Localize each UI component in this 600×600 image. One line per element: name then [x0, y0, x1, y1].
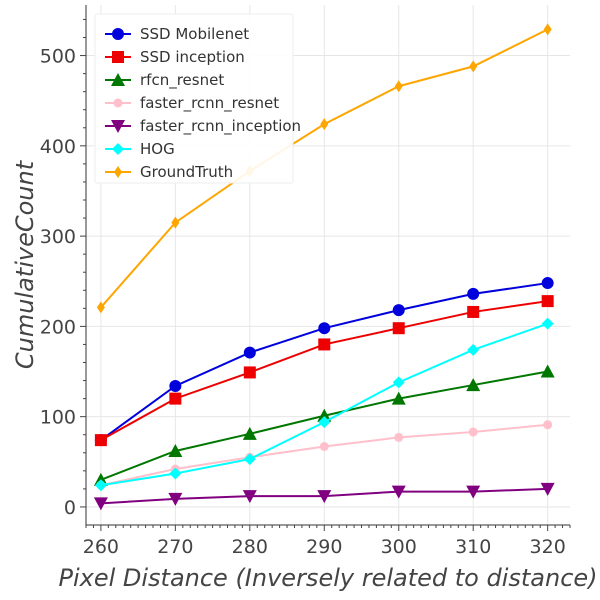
y-tick-label: 400 — [40, 136, 76, 158]
data-point — [391, 391, 406, 405]
data-point — [242, 490, 257, 504]
series-hog — [94, 317, 554, 492]
data-point — [466, 485, 481, 499]
y-tick-label: 100 — [40, 407, 76, 429]
data-point — [391, 485, 406, 499]
data-point — [96, 301, 105, 314]
legend-marker — [112, 28, 124, 40]
legend-label: faster_rcnn_resnet — [140, 94, 279, 113]
data-point — [467, 287, 480, 300]
data-point — [467, 305, 480, 318]
legend-label: faster_rcnn_inception — [140, 117, 301, 136]
legend-marker — [114, 166, 122, 178]
x-ticks: 260 270 280 290 300 310 320 — [83, 525, 571, 558]
x-tick-label: 280 — [232, 536, 268, 558]
legend: SSD Mobilenet SSD inception rfcn_resnetfas… — [94, 13, 301, 184]
data-point — [394, 80, 403, 93]
y-tick-label: 200 — [40, 316, 76, 338]
x-tick-label: 320 — [530, 536, 566, 558]
x-tick-label: 260 — [83, 536, 119, 558]
data-point — [543, 420, 553, 430]
series-rfcn-resnet — [93, 364, 555, 486]
data-point — [394, 432, 404, 442]
y-tick-label: 300 — [40, 226, 76, 248]
data-point — [541, 295, 554, 308]
data-point — [541, 317, 554, 330]
data-point — [94, 434, 107, 447]
data-point — [466, 378, 481, 392]
x-tick-label: 290 — [306, 536, 342, 558]
data-point — [541, 277, 554, 290]
series-ssd-inception — [94, 295, 554, 447]
data-point — [169, 467, 182, 480]
x-tick-label: 300 — [381, 536, 417, 558]
x-tick-label: 310 — [455, 536, 491, 558]
data-point — [540, 364, 555, 378]
data-point — [242, 426, 257, 440]
series-faster-rcnn-inception — [93, 482, 555, 511]
legend-item: SSD inception — [105, 48, 245, 66]
legend-item: faster_rcnn_inception — [105, 117, 301, 136]
data-point — [94, 479, 107, 492]
data-point — [540, 482, 555, 496]
legend-label: GroundTruth — [140, 163, 233, 181]
y-axis-label: CumulativeCount — [11, 159, 39, 369]
series-groundtruth — [96, 23, 552, 314]
data-point — [320, 118, 329, 131]
data-point — [171, 216, 180, 229]
data-point — [392, 376, 405, 389]
data-point — [318, 416, 331, 429]
legend-label: SSD inception — [140, 48, 245, 66]
data-point — [317, 408, 332, 422]
legend-item: SSD Mobilenet — [105, 25, 249, 43]
legend-item: faster_rcnn_resnet — [105, 94, 279, 113]
legend-item: HOG — [105, 140, 175, 158]
data-point — [318, 338, 331, 351]
data-point — [318, 322, 331, 335]
legend-marker — [111, 73, 125, 86]
data-point — [243, 346, 256, 359]
legend-label: rfcn_resnet — [140, 71, 224, 90]
legend-marker — [113, 98, 123, 108]
data-point — [93, 497, 108, 511]
legend-box — [94, 13, 294, 184]
data-point — [469, 60, 478, 73]
x-tick-label: 270 — [157, 536, 193, 558]
data-point — [168, 492, 183, 506]
series-layer — [93, 23, 555, 511]
data-point — [543, 23, 552, 36]
data-point — [169, 392, 182, 405]
data-point — [243, 453, 256, 466]
data-point — [392, 304, 405, 317]
legend-marker — [112, 143, 124, 155]
legend-marker — [111, 120, 125, 133]
data-point — [468, 427, 478, 437]
legend-item: rfcn_resnet — [105, 71, 224, 90]
legend-item: GroundTruth — [105, 163, 233, 181]
data-point — [317, 490, 332, 504]
data-point — [169, 379, 182, 392]
data-point — [243, 366, 256, 379]
y-tick-label: 500 — [40, 46, 76, 68]
legend-marker — [112, 51, 124, 63]
data-point — [319, 441, 329, 451]
y-tick-label: 0 — [64, 497, 76, 519]
y-ticks: 0 100 200 300 400 500 — [40, 18, 86, 519]
x-axis-label: Pixel Distance (Inversely related to dis… — [58, 564, 597, 592]
legend-label: HOG — [140, 140, 175, 158]
legend-label: SSD Mobilenet — [140, 25, 249, 43]
data-point — [168, 443, 183, 457]
data-point — [467, 343, 480, 356]
data-point — [392, 322, 405, 335]
